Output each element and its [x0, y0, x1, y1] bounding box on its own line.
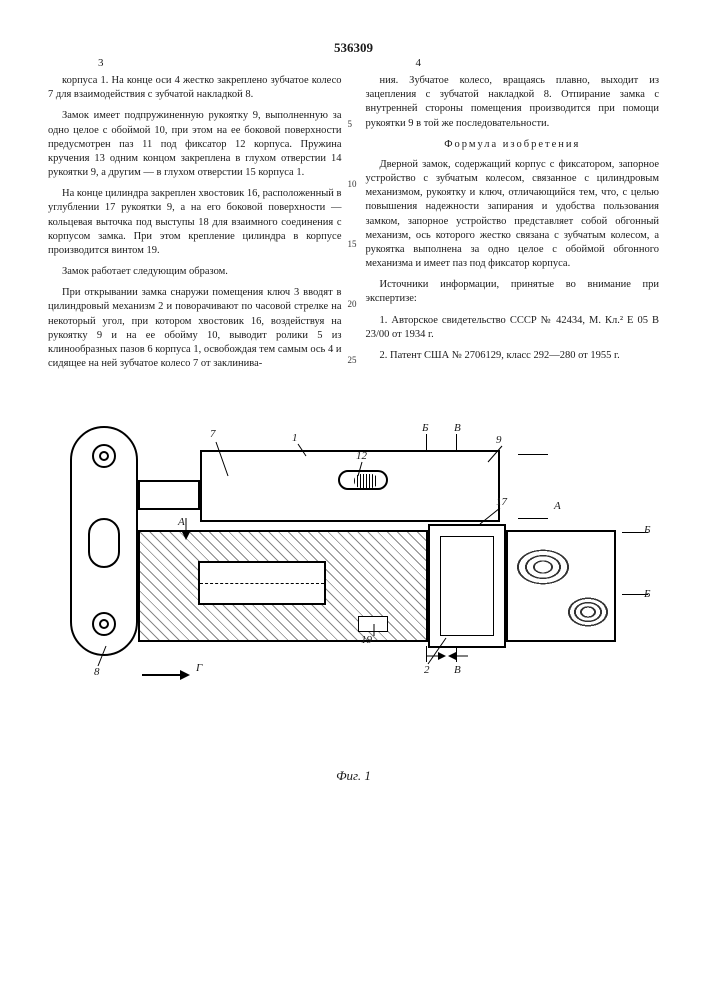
- claim-title: Формула изобретения: [366, 138, 660, 152]
- label-A-left: A: [178, 516, 185, 528]
- para: Замок имеет подпружиненную рукоятку 9, в…: [48, 109, 342, 180]
- para: На конце цилиндра закреплен хвостовик 16…: [48, 187, 342, 258]
- label-Б-right-bot: Б: [644, 588, 651, 600]
- wood-section: [506, 530, 616, 642]
- label-9: 9: [496, 434, 502, 446]
- label-17: 17: [496, 496, 507, 508]
- label-1: 1: [292, 432, 298, 444]
- line-number: 25: [348, 356, 357, 365]
- strike-plate: [70, 426, 138, 656]
- label-7: 7: [210, 428, 216, 440]
- slot-12: [338, 470, 388, 490]
- line-number: 15: [348, 240, 357, 249]
- line-number: 20: [348, 300, 357, 309]
- label-2: 2: [424, 664, 430, 676]
- label-В-top: В: [454, 422, 461, 434]
- section-tick: [426, 646, 427, 662]
- para: ния. Зубчатое колесо, вращаясь плавно, в…: [366, 74, 660, 131]
- arrow-a: [518, 518, 548, 519]
- bolt-tip: [138, 480, 200, 510]
- section-tick: [456, 646, 457, 662]
- label-8: 8: [94, 666, 100, 678]
- label-A-right: A: [554, 500, 561, 512]
- handle-block: [428, 524, 506, 648]
- page-number-left: 3: [98, 56, 104, 71]
- right-column: 4 5 10 15 20 25 ния. Зубчатое колесо, вр…: [366, 74, 660, 378]
- label-В-bot: В: [454, 664, 461, 676]
- figure-1: 7 1 12 Б В 9 A A 17 Б Б 8 Г 19 2 В Фиг. …: [48, 406, 659, 786]
- section-tick: [426, 434, 427, 450]
- left-column: 3 корпуса 1. На конце оси 4 жестко закре…: [48, 74, 342, 378]
- page-number-right: 4: [416, 56, 422, 71]
- figure-caption: Фиг. 1: [48, 768, 659, 784]
- sources-title: Источники информации, принятые во вниман…: [366, 278, 660, 306]
- patent-number: 536309: [48, 40, 659, 56]
- label-Б-right-top: Б: [644, 524, 651, 536]
- line-number: 10: [348, 180, 357, 189]
- arrow-g: [140, 666, 190, 684]
- para: корпуса 1. На конце оси 4 жестко закрепл…: [48, 74, 342, 102]
- section-tick: [456, 434, 457, 450]
- label-Г: Г: [196, 662, 202, 674]
- label-19: 19: [361, 634, 372, 646]
- bolt-mechanism: [198, 561, 326, 605]
- screw-19: [358, 616, 388, 632]
- arrow-a: [518, 454, 548, 455]
- para: При открывании замка снаружи помещения к…: [48, 286, 342, 371]
- para: Замок работает следующим образом.: [48, 265, 342, 279]
- source-item: 1. Авторское свидетельство СССР № 42434,…: [366, 314, 660, 342]
- text-columns: 3 корпуса 1. На конце оси 4 жестко закре…: [48, 74, 659, 378]
- label-12: 12: [356, 450, 367, 462]
- source-item: 2. Патент США № 2706129, класс 292—280 о…: [366, 349, 660, 363]
- line-number: 5: [348, 120, 353, 129]
- para: Дверной замок, содержащий корпус с фикса…: [366, 158, 660, 271]
- label-Б-top: Б: [422, 422, 429, 434]
